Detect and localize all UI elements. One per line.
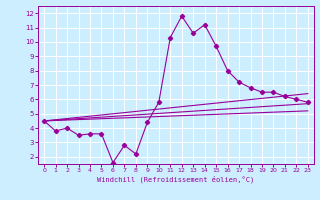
X-axis label: Windchill (Refroidissement éolien,°C): Windchill (Refroidissement éolien,°C) <box>97 176 255 183</box>
